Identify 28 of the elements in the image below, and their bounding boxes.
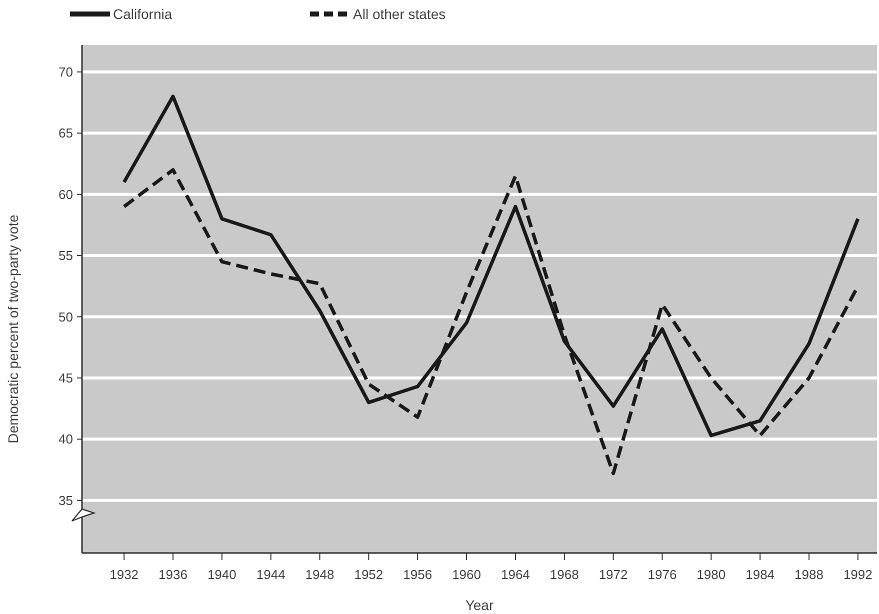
x-axis-title: Year bbox=[465, 597, 494, 613]
y-tick-label: 65 bbox=[58, 126, 73, 141]
legend-label: All other states bbox=[353, 6, 446, 22]
x-tick-label: 1968 bbox=[550, 567, 579, 582]
x-tick-label: 1972 bbox=[598, 567, 628, 582]
x-tick-label: 1936 bbox=[158, 567, 188, 582]
x-tick-label: 1932 bbox=[110, 567, 139, 582]
y-tick-label: 40 bbox=[58, 432, 73, 447]
y-tick-label: 70 bbox=[58, 64, 73, 80]
y-tick-label: 35 bbox=[58, 492, 73, 508]
x-tick-label: 1980 bbox=[696, 567, 726, 582]
x-tick-label: 1944 bbox=[256, 567, 286, 582]
x-tick-label: 1992 bbox=[843, 567, 872, 582]
y-tick-label: 55 bbox=[58, 248, 73, 264]
x-tick-label: 1964 bbox=[500, 567, 530, 582]
y-tick-label: 60 bbox=[58, 186, 73, 202]
legend-label: California bbox=[113, 6, 172, 22]
x-tick-label: 1952 bbox=[354, 567, 384, 582]
x-tick-label: 1960 bbox=[452, 567, 481, 582]
x-tick-label: 1948 bbox=[305, 567, 334, 582]
y-tick-label: 45 bbox=[58, 370, 73, 386]
x-tick-label: 1984 bbox=[746, 567, 775, 582]
x-tick-label: 1956 bbox=[403, 567, 432, 582]
y-tick-label: 50 bbox=[58, 309, 73, 324]
x-tick-label: 1988 bbox=[794, 567, 824, 582]
x-tick-label: 1940 bbox=[207, 567, 236, 582]
x-tick-label: 1976 bbox=[648, 567, 677, 582]
y-axis-title: Democratic percent of two-party vote bbox=[5, 214, 21, 444]
